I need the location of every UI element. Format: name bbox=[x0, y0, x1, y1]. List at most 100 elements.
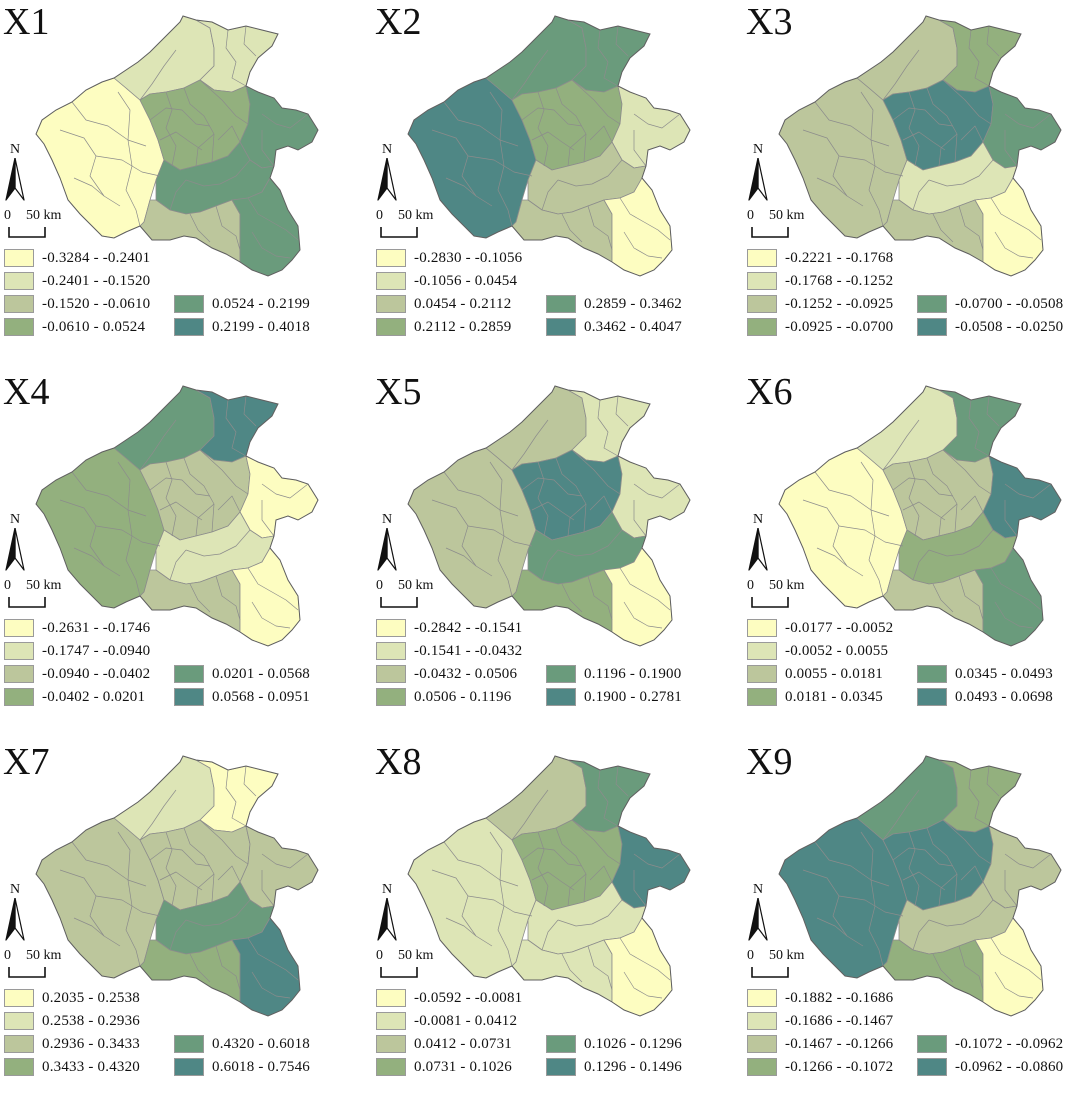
panel-title: X8 bbox=[375, 741, 422, 783]
map-panel-x1: X1 N 0 50 km -0.3284 - -0.2401 -0.2401 - -0.1… bbox=[0, 0, 355, 360]
district-boundary bbox=[445, 917, 477, 937]
legend-item: 0.0731 - 0.1026 bbox=[376, 1058, 512, 1076]
district-boundary bbox=[816, 547, 848, 567]
district-boundary bbox=[225, 399, 247, 457]
legend-swatch bbox=[546, 688, 576, 706]
district-boundary bbox=[169, 919, 187, 951]
choropleth-map bbox=[407, 15, 691, 277]
legend-swatch bbox=[4, 1058, 34, 1076]
north-label: N bbox=[9, 142, 21, 157]
district-boundary bbox=[587, 205, 613, 251]
legend-item: 0.2035 - 0.2538 bbox=[4, 989, 140, 1007]
legend-swatch bbox=[174, 318, 204, 336]
district-boundary bbox=[541, 919, 559, 951]
scale-bar: 0 50 km bbox=[376, 578, 496, 618]
legend-swatch bbox=[376, 272, 406, 290]
legend-label: -0.1252 - -0.0925 bbox=[785, 295, 894, 312]
district-boundary bbox=[149, 477, 211, 497]
district-boundary bbox=[571, 79, 621, 125]
legend-item: 0.0454 - 0.2112 bbox=[376, 295, 511, 313]
district-boundary bbox=[623, 601, 663, 629]
scale-distance-label: 50 km bbox=[769, 208, 805, 223]
scale-zero-label: 0 bbox=[747, 578, 754, 593]
legend-swatch bbox=[546, 318, 576, 336]
district-boundary bbox=[521, 847, 583, 867]
scale-distance-label: 50 km bbox=[26, 948, 62, 963]
district-boundary bbox=[139, 789, 177, 841]
legend-item: -0.0177 - -0.0052 bbox=[747, 619, 893, 637]
district-boundary bbox=[261, 853, 309, 869]
district-boundary bbox=[557, 899, 623, 927]
north-label: N bbox=[752, 512, 764, 527]
scale-bar: 0 50 km bbox=[4, 208, 124, 248]
district-boundary bbox=[261, 113, 309, 129]
district-boundary bbox=[968, 769, 990, 827]
map-panel-x4: X4 N 0 50 km -0.2631 - -0.1746 -0.1747 - -0.0… bbox=[0, 370, 355, 730]
district-boundary bbox=[261, 483, 309, 499]
map-panel-x8: X8 N 0 50 km -0.0592 - -0.0081 -0.0081 - 0.04… bbox=[372, 740, 727, 1100]
district-boundary bbox=[189, 953, 211, 983]
district-boundary bbox=[489, 461, 513, 597]
legend-swatch bbox=[747, 665, 777, 683]
legend-item: -0.0508 - -0.0250 bbox=[917, 318, 1063, 336]
north-label: N bbox=[381, 512, 393, 527]
district-boundary bbox=[431, 869, 493, 947]
legend-item: -0.1541 - -0.0432 bbox=[376, 642, 522, 660]
region-e bbox=[239, 825, 318, 909]
legend-swatch bbox=[747, 318, 777, 336]
district-boundary bbox=[195, 503, 215, 537]
panel-title: X9 bbox=[746, 741, 793, 783]
district-boundary bbox=[882, 49, 920, 101]
legend-label: -0.1072 - -0.0962 bbox=[955, 1035, 1064, 1052]
district-boundary bbox=[942, 819, 992, 865]
district-boundary bbox=[860, 91, 884, 227]
district-boundary bbox=[431, 499, 493, 577]
scale-bar: 0 50 km bbox=[747, 948, 867, 988]
district-boundary bbox=[195, 133, 215, 167]
district-boundary bbox=[892, 107, 954, 127]
district-boundary bbox=[902, 501, 946, 521]
scale-zero-label: 0 bbox=[4, 948, 11, 963]
legend-swatch bbox=[376, 1035, 406, 1053]
district-boundary bbox=[994, 601, 1034, 629]
district-boundary bbox=[882, 419, 920, 471]
province-outline bbox=[407, 385, 691, 647]
district-boundary bbox=[994, 971, 1034, 999]
panel-title: X5 bbox=[375, 371, 422, 413]
scale-bar: 0 50 km bbox=[376, 208, 496, 248]
district-boundary bbox=[802, 499, 864, 577]
legend-label: -0.2830 - -0.1056 bbox=[414, 249, 523, 266]
district-boundary bbox=[183, 827, 215, 903]
north-label: N bbox=[9, 882, 21, 897]
legend-label: 0.2859 - 0.3462 bbox=[584, 295, 682, 312]
district-boundary bbox=[261, 130, 275, 167]
district-boundary bbox=[511, 49, 549, 101]
legend-item: -0.1768 - -0.1252 bbox=[747, 272, 893, 290]
panel-title: X6 bbox=[746, 371, 793, 413]
legend-item: 0.0493 - 0.0698 bbox=[917, 688, 1053, 706]
legend-swatch bbox=[747, 1012, 777, 1030]
legend-label: -0.0081 - 0.0412 bbox=[414, 1012, 518, 1029]
legend-swatch bbox=[546, 1058, 576, 1076]
legend-item: 0.0506 - 0.1196 bbox=[376, 688, 511, 706]
scale-zero-label: 0 bbox=[376, 578, 383, 593]
north-arrow-icon: N bbox=[4, 142, 26, 202]
legend-label: -0.2842 - -0.1541 bbox=[414, 619, 523, 636]
legend-label: 0.0201 - 0.0568 bbox=[212, 665, 310, 682]
district-boundary bbox=[926, 87, 958, 163]
north-label: N bbox=[381, 882, 393, 897]
district-boundary bbox=[243, 765, 257, 797]
district-boundary bbox=[445, 177, 477, 197]
district-boundary bbox=[994, 231, 1034, 259]
scale-zero-label: 0 bbox=[4, 208, 11, 223]
map-panel-x7: X7 N 0 50 km 0.2035 - 0.2538 0.2538 - 0.2936 0… bbox=[0, 740, 355, 1100]
legend-swatch bbox=[747, 619, 777, 637]
district-boundary bbox=[802, 129, 864, 207]
district-boundary bbox=[59, 869, 121, 947]
scale-distance-label: 50 km bbox=[398, 208, 434, 223]
legend-label: 0.1026 - 0.1296 bbox=[584, 1035, 682, 1052]
panel-title: X4 bbox=[3, 371, 50, 413]
district-boundary bbox=[139, 419, 177, 471]
legend-item: -0.2631 - -0.1746 bbox=[4, 619, 150, 637]
legend-item: -0.1747 - -0.0940 bbox=[4, 642, 150, 660]
